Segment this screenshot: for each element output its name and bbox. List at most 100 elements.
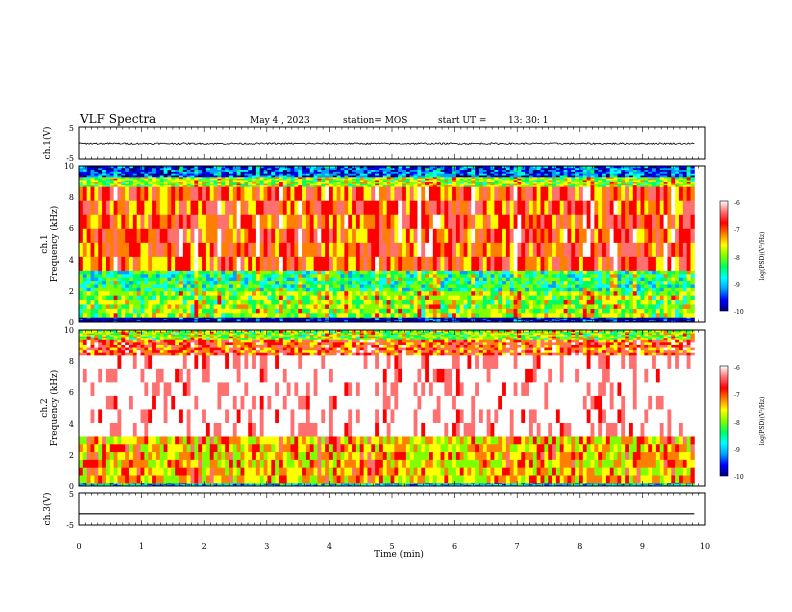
spectrogram-cell: [432, 277, 438, 282]
spectrogram-cell: [359, 178, 365, 181]
spectrogram-cell: [444, 320, 449, 322]
spectrogram-cell: [332, 312, 338, 318]
spectrogram-cell: [267, 319, 272, 321]
spectrogram-cell: [209, 277, 215, 282]
spectrogram-cell: [375, 299, 380, 305]
spectrogram-cell: [517, 176, 522, 179]
spectrogram-cell: [575, 184, 580, 187]
spectrogram-cell: [190, 214, 195, 229]
spectrogram-cell: [194, 181, 199, 184]
spectrogram-cell: [328, 273, 334, 278]
spectrogram-cell: [228, 169, 234, 172]
spectrogram-cell: [390, 242, 395, 257]
spectrogram-cell: [132, 183, 138, 186]
spectrogram-cell: [455, 180, 461, 182]
spectrogram-cell: [505, 180, 511, 182]
spectrogram-cell: [232, 270, 238, 275]
spectrogram-cell: [440, 169, 445, 172]
spectrogram-cell: [405, 171, 411, 174]
spectrogram-cell: [386, 277, 391, 282]
spectrogram-cell: [209, 270, 215, 275]
spectrogram-cell: [448, 299, 453, 305]
spectrogram-cell: [398, 256, 403, 271]
spectrogram-cell: [436, 270, 441, 275]
spectrogram-cell: [513, 183, 518, 186]
spectrogram-cell: [255, 319, 261, 321]
spectrogram-cell: [363, 176, 368, 179]
spectrogram-cell: [213, 200, 218, 215]
spectrogram-cell: [217, 178, 222, 181]
spectrogram-cell: [355, 173, 361, 176]
spectrogram-cell: [578, 178, 584, 181]
spectrogram-cell: [302, 256, 307, 271]
spectrogram-cell: [571, 318, 576, 320]
spectrogram-cell: [425, 319, 430, 321]
spectrogram-cell: [502, 270, 507, 275]
spectrogram-cell: [348, 318, 353, 320]
spectrogram-cell: [313, 214, 318, 229]
spectrogram-cell: [109, 320, 115, 322]
spectrogram-cell: [486, 171, 491, 174]
spectrogram-cell: [582, 270, 588, 275]
spectrogram-cell: [482, 287, 488, 292]
spectrogram-cell: [459, 184, 464, 187]
spectrogram-cell: [475, 242, 480, 257]
spectrogram-cell: [325, 176, 330, 179]
spectrogram-cell: [478, 270, 484, 275]
spectrogram-cell: [417, 181, 422, 184]
spectrogram-cell: [232, 181, 238, 184]
spectrogram-cell: [413, 318, 418, 321]
spectrogram-cell: [186, 304, 191, 309]
spectrogram-cell: [513, 167, 518, 171]
spectrogram-cell: [198, 167, 203, 171]
spectrogram-cell: [452, 180, 457, 182]
spectrogram-cell: [190, 317, 195, 319]
spectrogram-cell: [505, 295, 511, 301]
spectrogram-cell: [152, 167, 157, 171]
spectrogram-cell: [182, 184, 188, 187]
spectrogram-cell: [355, 277, 361, 282]
spectrogram-cell: [225, 317, 230, 319]
spectrogram-cell: [478, 318, 484, 320]
spectrogram-cell: [405, 304, 411, 309]
spectrogram-cell: [175, 166, 180, 169]
spectrogram-cell: [548, 173, 553, 176]
spectrogram-cell: [336, 169, 341, 172]
spectrogram-cell: [425, 173, 430, 176]
spectrogram-cell: [167, 312, 172, 318]
spectrogram-cell: [286, 318, 291, 321]
spectrogram-cell: [390, 200, 395, 215]
spectrogram-cell: [475, 180, 480, 182]
spectrogram-cell: [225, 180, 230, 182]
spectrogram-cell: [136, 242, 141, 257]
spectrogram-cell: [221, 178, 226, 181]
spectrogram-cell: [194, 180, 199, 182]
spectrogram-cell: [236, 256, 241, 271]
spectrogram-cell: [278, 299, 284, 305]
spectrogram-cell: [471, 318, 476, 321]
spectrogram-cell: [394, 295, 399, 301]
spectrogram-cell: [290, 318, 295, 321]
spectrogram-cell: [455, 318, 461, 321]
spectrogram-cell: [167, 176, 172, 179]
spectrogram-cell: [302, 181, 307, 184]
spectrogram-cell: [378, 273, 384, 278]
spectrogram-cell: [152, 181, 157, 184]
spectrogram-cell: [290, 178, 295, 181]
spectrogram-cell: [405, 228, 411, 243]
spectrogram-cell: [417, 167, 422, 171]
spectrogram-cell: [248, 277, 253, 282]
spectrogram-cell: [513, 200, 518, 215]
spectrogram-cell: [575, 166, 580, 169]
spectrogram-cell: [375, 166, 380, 169]
spectrogram-cell: [202, 299, 207, 305]
spectrogram-cell: [332, 176, 338, 179]
spectrogram-cell: [244, 184, 249, 187]
spectrogram-cell: [321, 214, 326, 229]
spectrogram-cell: [552, 273, 557, 278]
spectrogram-cell: [513, 214, 518, 229]
spectrogram-cell: [563, 181, 568, 184]
spectrogram-cell: [463, 171, 468, 174]
spectrogram-cell: [159, 270, 165, 275]
spectrogram-cell: [478, 319, 484, 321]
